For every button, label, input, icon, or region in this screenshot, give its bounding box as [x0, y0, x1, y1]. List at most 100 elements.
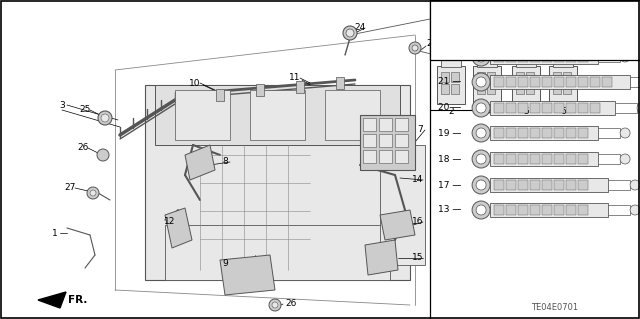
Text: 22 —: 22 — — [438, 53, 461, 62]
Text: 14: 14 — [412, 175, 424, 184]
Bar — [175, 90, 230, 140]
Bar — [542, 103, 552, 113]
Polygon shape — [165, 208, 192, 248]
Bar — [473, 66, 501, 104]
Bar — [145, 85, 410, 280]
Circle shape — [476, 103, 486, 113]
Bar — [363, 150, 376, 163]
Bar — [518, 154, 528, 164]
Bar — [494, 52, 504, 62]
Bar — [512, 66, 540, 104]
Bar — [553, 84, 561, 94]
Bar — [554, 205, 564, 215]
Bar — [566, 128, 576, 138]
Bar — [566, 180, 576, 190]
Bar — [530, 180, 540, 190]
Circle shape — [476, 52, 486, 62]
Text: 16: 16 — [412, 218, 424, 226]
Circle shape — [343, 26, 357, 40]
Bar — [494, 154, 504, 164]
Text: 15: 15 — [412, 254, 424, 263]
Bar — [590, 103, 600, 113]
Bar — [553, 59, 573, 67]
Bar — [490, 178, 608, 192]
Circle shape — [620, 154, 630, 164]
Bar — [598, 154, 620, 164]
Bar — [530, 128, 540, 138]
Circle shape — [476, 128, 486, 138]
Bar — [451, 72, 459, 82]
Bar — [598, 128, 620, 138]
Bar — [554, 52, 564, 62]
Polygon shape — [38, 292, 66, 308]
Bar — [542, 77, 552, 87]
Bar — [441, 84, 449, 94]
Circle shape — [97, 149, 109, 161]
Bar — [490, 50, 598, 64]
Circle shape — [620, 128, 630, 138]
Bar — [395, 150, 408, 163]
Circle shape — [630, 180, 640, 190]
Bar — [437, 66, 465, 104]
Bar — [363, 118, 376, 131]
Circle shape — [476, 77, 486, 87]
Circle shape — [472, 73, 490, 91]
Text: 23 —: 23 — — [438, 26, 461, 35]
Bar — [530, 205, 540, 215]
Bar — [490, 24, 598, 38]
Bar — [602, 77, 612, 87]
Bar — [615, 103, 637, 113]
Text: 26: 26 — [285, 299, 296, 308]
Circle shape — [98, 111, 112, 125]
Bar — [518, 52, 528, 62]
Bar — [490, 203, 608, 217]
Bar — [566, 77, 576, 87]
Bar — [598, 52, 620, 62]
Bar — [506, 52, 516, 62]
Bar — [554, 128, 564, 138]
Text: 12: 12 — [164, 218, 176, 226]
Circle shape — [472, 176, 490, 194]
Circle shape — [445, 38, 453, 46]
Text: 21 —: 21 — — [438, 78, 461, 86]
Circle shape — [90, 190, 96, 196]
Polygon shape — [220, 255, 275, 295]
Bar — [506, 77, 516, 87]
Bar — [578, 103, 588, 113]
Bar — [590, 77, 600, 87]
Bar — [578, 52, 588, 62]
Circle shape — [630, 205, 640, 215]
Circle shape — [476, 26, 486, 36]
Text: 17 —: 17 — — [438, 181, 461, 189]
Bar — [530, 154, 540, 164]
Text: 3: 3 — [59, 100, 65, 109]
Bar — [630, 77, 640, 87]
Bar — [494, 103, 504, 113]
Bar — [506, 26, 516, 36]
Circle shape — [472, 48, 490, 66]
Text: 26: 26 — [426, 39, 437, 48]
Bar — [542, 52, 552, 62]
Text: 9: 9 — [222, 258, 228, 268]
Bar — [506, 103, 516, 113]
Text: 11: 11 — [289, 73, 301, 83]
Circle shape — [476, 180, 486, 190]
Circle shape — [87, 187, 99, 199]
Bar — [250, 90, 305, 140]
Bar — [477, 72, 485, 82]
Bar — [530, 26, 540, 36]
Bar — [379, 134, 392, 147]
Polygon shape — [380, 210, 415, 240]
Bar — [554, 77, 564, 87]
Bar — [441, 72, 449, 82]
Bar — [578, 180, 588, 190]
Bar — [542, 128, 552, 138]
Bar — [506, 205, 516, 215]
Text: 10: 10 — [189, 78, 201, 87]
Bar — [554, 154, 564, 164]
Text: 13 —: 13 — — [438, 205, 461, 214]
Bar — [549, 66, 577, 104]
Text: 25: 25 — [79, 106, 91, 115]
Bar — [598, 26, 620, 36]
Bar — [578, 154, 588, 164]
